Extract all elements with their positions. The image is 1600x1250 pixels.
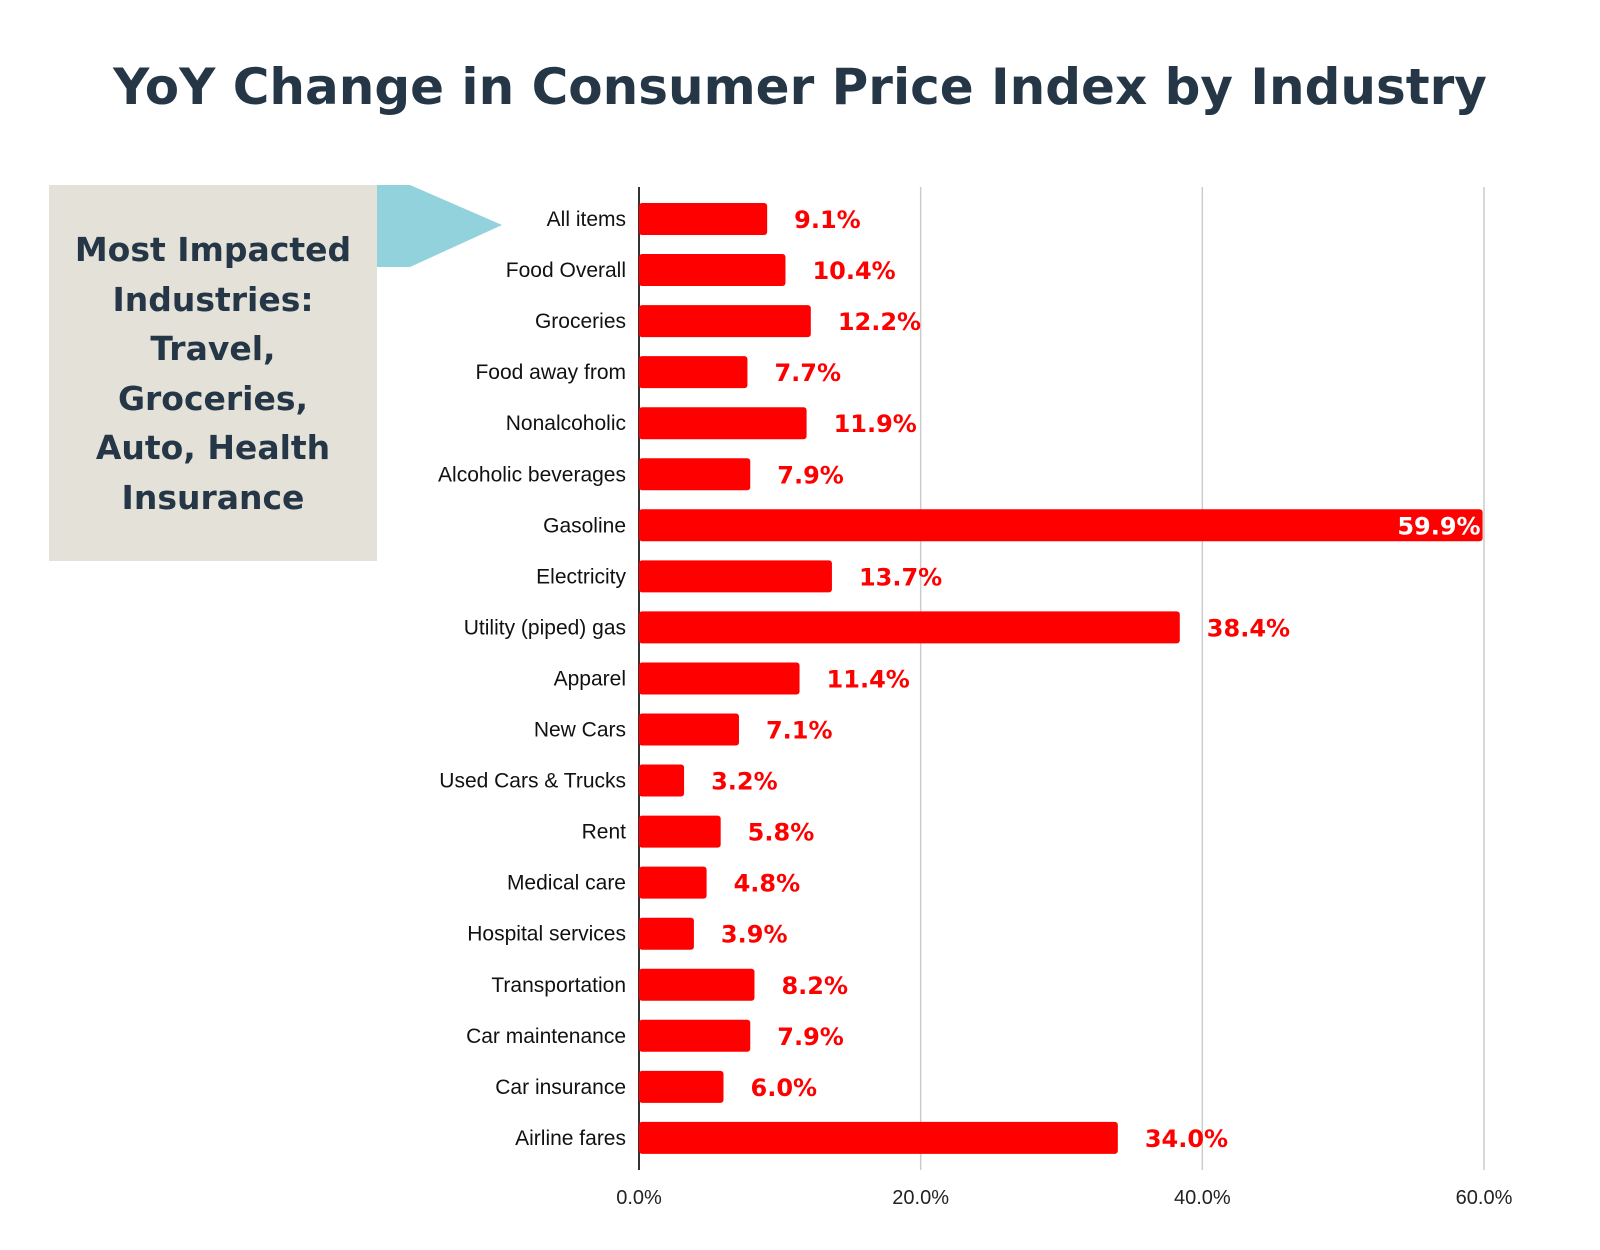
- data-label: 38.4%: [1207, 614, 1290, 642]
- bar: [639, 917, 694, 950]
- chart-title: YoY Change in Consumer Price Index by In…: [113, 58, 1487, 116]
- bar: [639, 203, 768, 235]
- bar: [639, 560, 832, 593]
- category-label: Groceries: [535, 310, 626, 333]
- bar: [639, 356, 748, 389]
- bar: [639, 1070, 724, 1103]
- data-label: 34.0%: [1145, 1125, 1228, 1153]
- category-label: All items: [547, 208, 626, 231]
- category-label: Car maintenance: [466, 1025, 626, 1048]
- data-label: 3.2%: [711, 768, 778, 796]
- bar: [639, 611, 1180, 644]
- data-label: 3.9%: [721, 921, 788, 949]
- bar: [639, 815, 721, 848]
- x-tick-label: 40.0%: [1174, 1187, 1231, 1209]
- data-label: 7.9%: [777, 461, 844, 489]
- callout-line: Most Impacted: [74, 230, 352, 269]
- category-label: Rent: [582, 821, 627, 844]
- category-label: Airline fares: [515, 1127, 626, 1150]
- data-label: 7.1%: [766, 717, 833, 745]
- bar: [639, 458, 751, 491]
- data-label: 12.2%: [838, 308, 921, 336]
- bar: [639, 662, 800, 695]
- callout-line: Travel,: [150, 329, 276, 368]
- category-label: Car insurance: [495, 1076, 626, 1099]
- data-label: 59.9%: [1397, 512, 1480, 540]
- data-label: 8.2%: [781, 972, 848, 1000]
- data-label: 11.4%: [827, 665, 910, 693]
- callout-line: Industries:: [112, 279, 314, 319]
- category-label: Alcoholic beverages: [438, 463, 626, 486]
- x-tick-label: 20.0%: [892, 1187, 949, 1209]
- x-tick-label: 60.0%: [1456, 1187, 1513, 1209]
- data-label: 13.7%: [859, 563, 942, 591]
- bar: [639, 968, 755, 1001]
- bar: [639, 407, 807, 440]
- bar: [639, 305, 811, 338]
- category-label: Nonalcoholic: [506, 412, 626, 435]
- callout-arrow: [377, 185, 502, 267]
- callout-box: Most Impacted Industries: Travel, Grocer…: [49, 185, 377, 561]
- category-label: Food Overall: [506, 259, 626, 282]
- bar: [639, 713, 739, 746]
- bar: [639, 1019, 751, 1052]
- data-label: 10.4%: [812, 257, 895, 285]
- callout-text: Most Impacted Industries: Travel, Grocer…: [49, 225, 377, 522]
- bar: [639, 866, 707, 899]
- data-label: 5.8%: [748, 819, 815, 847]
- category-label: New Cars: [534, 719, 626, 742]
- bar: [639, 1121, 1118, 1154]
- category-label: Food away from: [475, 361, 626, 384]
- bar: [639, 254, 786, 287]
- callout-line: Auto, Health: [95, 428, 331, 467]
- data-label: 4.8%: [734, 870, 801, 898]
- category-label: Utility (piped) gas: [464, 616, 626, 639]
- data-label: 7.9%: [777, 1023, 844, 1051]
- callout-line: Groceries,: [117, 378, 309, 418]
- callout-line: Insurance: [121, 477, 305, 517]
- category-label: Gasoline: [543, 514, 626, 537]
- x-tick-label: 0.0%: [616, 1187, 662, 1209]
- data-label: 7.7%: [774, 359, 841, 387]
- data-label: 6.0%: [751, 1074, 818, 1102]
- bar: [639, 764, 685, 797]
- data-label: 11.9%: [834, 410, 917, 438]
- category-label: Medical care: [507, 872, 626, 895]
- data-label: 9.1%: [794, 206, 861, 234]
- category-label: Used Cars & Trucks: [439, 770, 626, 793]
- category-label: Apparel: [554, 667, 626, 690]
- category-label: Hospital services: [467, 923, 626, 946]
- bar: [639, 509, 1483, 542]
- category-label: Electricity: [536, 565, 626, 588]
- category-label: Transportation: [491, 974, 626, 997]
